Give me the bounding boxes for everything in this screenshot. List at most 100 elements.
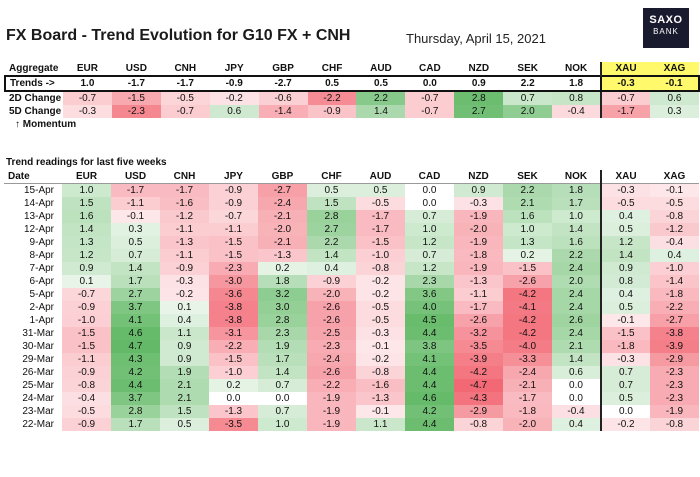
trend-cell-jpy: -0.7 [209, 210, 258, 223]
trend-cell-aud: -1.0 [356, 249, 405, 262]
trend-cell-nok: 0.0 [552, 392, 602, 405]
currency-header-xau: XAU [601, 170, 650, 184]
aggregate-cell-sek: 0.7 [503, 91, 553, 105]
aggregate-cell-eur: -0.3 [62, 105, 112, 118]
trend-cell-xag: -2.9 [650, 353, 699, 366]
trend-cell-aud: -0.5 [356, 314, 405, 327]
trend-cell-xau: 0.4 [601, 210, 650, 223]
trend-cell-jpy: -0.9 [209, 183, 258, 197]
trend-cell-sek: 0.2 [503, 249, 552, 262]
trend-cell-chf: 0.5 [307, 183, 356, 197]
trend-cell-sek: -4.1 [503, 301, 552, 314]
trend-cell-jpy: -2.2 [209, 340, 258, 353]
trend-cell-aud: -0.5 [356, 301, 405, 314]
trend-cell-nok: -0.4 [552, 405, 602, 418]
report-date: Thursday, April 15, 2021 [406, 31, 546, 46]
row-date: 23-Mar [22, 406, 54, 417]
trend-cell-cnh: 1.5 [160, 405, 209, 418]
trend-cell-nok: 0.4 [552, 418, 602, 431]
aggregate-cell-aud: 1.4 [356, 105, 406, 118]
aggregate-cell-eur: 1.0 [62, 75, 112, 92]
trend-cell-nok: 2.4 [552, 262, 602, 275]
trend-cell-usd: -1.7 [111, 183, 160, 197]
trend-cell-nzd: -1.9 [454, 236, 503, 249]
trend-cell-eur: -0.7 [62, 288, 111, 301]
trend-cell-cnh: 1.9 [160, 366, 209, 379]
trend-cell-xau: -0.1 [601, 314, 650, 327]
trend-cell-aud: -0.2 [356, 353, 405, 366]
trend-cell-usd: 4.2 [111, 366, 160, 379]
trend-cell-nok: 1.0 [552, 210, 602, 223]
table-row: 26-Mar -0.9 4.2 1.9 -1.0 1.4 -2.6 -0.8 4.4 -4.2 -2… [4, 366, 699, 379]
trend-cell-nok: 2.0 [552, 275, 602, 288]
row-date: 26-Mar [22, 367, 54, 378]
trend-cell-xau: 1.2 [601, 236, 650, 249]
table-row: 2-Apr -0.9 3.7 0.1 -3.8 3.0 -2.6 -0.5 4.0 -1.7 -4.… [4, 301, 699, 314]
trend-cell-nok: 1.8 [552, 183, 602, 197]
aggregate-cell-nok: -0.4 [552, 105, 603, 118]
trend-cell-sek: -2.0 [503, 418, 552, 431]
trend-cell-usd: 0.3 [111, 223, 160, 236]
trend-cell-sek: -2.4 [503, 366, 552, 379]
momentum-label: ↑ Momentum [15, 119, 77, 130]
currency-header-aud: AUD [370, 63, 392, 74]
trend-cell-chf: -1.9 [307, 392, 356, 405]
currency-header-eur: EUR [62, 170, 111, 184]
trend-cell-xag: -0.5 [650, 197, 699, 210]
trend-cell-xau: -0.2 [601, 418, 650, 431]
trend-cell-sek: -4.2 [503, 314, 552, 327]
trend-cell-aud: -1.3 [356, 392, 405, 405]
currency-header-nzd: NZD [468, 63, 490, 74]
trend-cell-aud: -0.8 [356, 262, 405, 275]
trend-cell-xag: -2.3 [650, 366, 699, 379]
trend-cell-eur: -0.8 [62, 379, 111, 392]
trend-cell-xau: 0.0 [601, 405, 650, 418]
trend-cell-gbp: -2.7 [258, 183, 307, 197]
row-header-label: Date [4, 170, 62, 184]
trend-cell-cnh: 0.4 [160, 314, 209, 327]
currency-header-usd: USD [111, 170, 160, 184]
trend-cell-xag: 0.4 [650, 249, 699, 262]
trend-cell-jpy: 0.2 [209, 379, 258, 392]
aggregate-cell-aud: 2.2 [356, 91, 406, 105]
trend-cell-jpy: -1.1 [209, 223, 258, 236]
trend-cell-jpy: -3.6 [209, 288, 258, 301]
trend-cell-sek: 1.3 [503, 236, 552, 249]
trend-cell-xag: -1.0 [650, 262, 699, 275]
trend-cell-cnh: -1.7 [160, 183, 209, 197]
trend-cell-nok: 0.6 [552, 366, 602, 379]
row-header-label: Aggregate [9, 63, 59, 74]
currency-header-sek: SEK [503, 170, 552, 184]
trend-cell-xag: -1.9 [650, 405, 699, 418]
trend-cell-eur: -0.9 [62, 301, 111, 314]
aggregate-row: 5D Change -0.3 -2.3 -0.7 0.6 -1.4 -0.9 1.4 -0.7 2… [5, 105, 699, 118]
trend-cell-aud: 1.1 [356, 418, 405, 431]
aggregate-table: Aggregate EUR USD CNH JPY GBP CHF AUD CAD NZD SEK N… [4, 62, 700, 131]
row-date: 22-Mar [22, 419, 54, 430]
trend-cell-sek: 2.1 [503, 197, 552, 210]
aggregate-cell-nok: 1.8 [552, 75, 603, 92]
aggregate-cell-xau: -0.7 [601, 91, 650, 105]
row-date: 30-Mar [22, 341, 54, 352]
trend-cell-eur: -1.1 [62, 353, 111, 366]
trend-cell-chf: -2.6 [307, 366, 356, 379]
currency-header-nzd: NZD [454, 170, 503, 184]
trend-cell-cnh: -1.1 [160, 223, 209, 236]
trend-cell-eur: -0.4 [62, 392, 111, 405]
trend-cell-nok: 2.6 [552, 314, 602, 327]
currency-header-cnh: CNH [174, 63, 197, 74]
table-row: 22-Mar -0.9 1.7 0.5 -3.5 1.0 -1.9 1.1 4.4 -0.8 -2.… [4, 418, 699, 431]
trend-cell-aud: -1.7 [356, 223, 405, 236]
trend-cell-xag: -0.8 [650, 418, 699, 431]
trend-cell-cad: 0.7 [405, 249, 454, 262]
aggregate-cell-cad: 0.0 [405, 75, 455, 92]
table-row: 14-Apr 1.5 -1.1 -1.6 -0.9 -2.4 1.5 -0.5 0.0 -0.3 2… [4, 197, 699, 210]
trend-cell-cad: 1.2 [405, 262, 454, 275]
trend-cell-cad: 1.2 [405, 236, 454, 249]
trend-cell-sek: -4.0 [503, 340, 552, 353]
currency-header-nok: NOK [552, 170, 602, 184]
currency-header-aud: AUD [356, 170, 405, 184]
aggregate-cell-cad: -0.7 [405, 105, 455, 118]
trend-cell-aud: -1.6 [356, 379, 405, 392]
trend-cell-sek: -1.5 [503, 262, 552, 275]
